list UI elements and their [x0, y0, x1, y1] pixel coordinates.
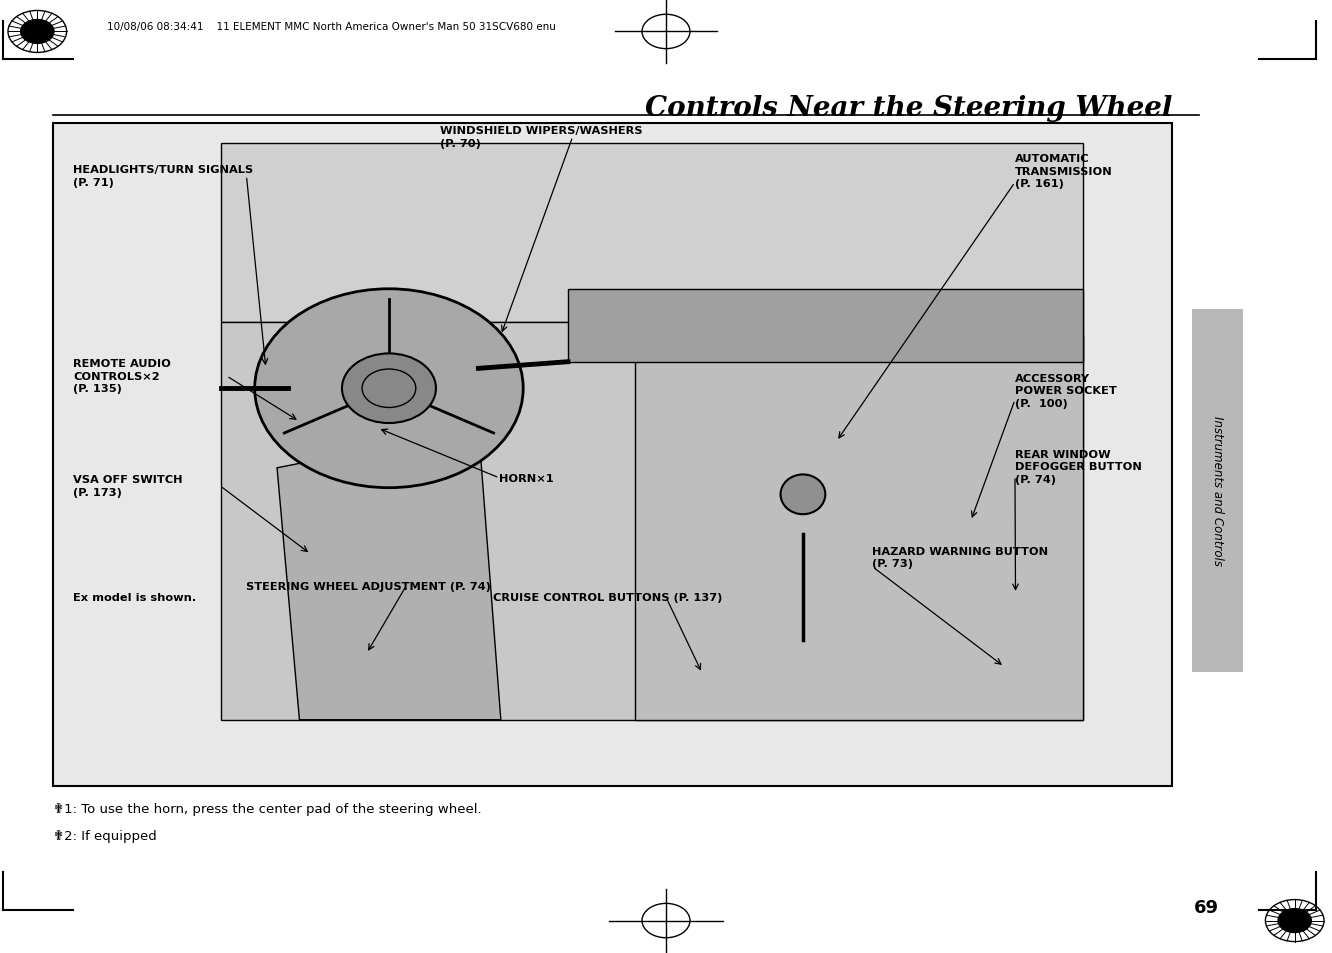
Circle shape — [1277, 909, 1311, 932]
Text: ✟2: If equipped: ✟2: If equipped — [53, 829, 157, 842]
Text: ✟1: To use the horn, press the center pad of the steering wheel.: ✟1: To use the horn, press the center pa… — [53, 802, 482, 816]
Polygon shape — [221, 322, 1083, 720]
Text: ACCESSORY
POWER SOCKET
(P.  100): ACCESSORY POWER SOCKET (P. 100) — [1015, 374, 1116, 408]
Text: CRUISE CONTROL BUTTONS (P. 137): CRUISE CONTROL BUTTONS (P. 137) — [493, 593, 722, 602]
Text: Ex model is shown.: Ex model is shown. — [73, 593, 197, 602]
FancyBboxPatch shape — [53, 124, 1172, 786]
Text: HORN×1: HORN×1 — [500, 474, 554, 483]
Text: HAZARD WARNING BUTTON
(P. 73): HAZARD WARNING BUTTON (P. 73) — [872, 546, 1048, 569]
Text: REMOTE AUDIO
CONTROLS×2
(P. 135): REMOTE AUDIO CONTROLS×2 (P. 135) — [73, 359, 170, 394]
Text: WINDSHIELD WIPERS/WASHERS
(P. 70): WINDSHIELD WIPERS/WASHERS (P. 70) — [440, 126, 642, 149]
Polygon shape — [277, 429, 501, 720]
Ellipse shape — [781, 475, 826, 515]
Ellipse shape — [342, 355, 436, 423]
Ellipse shape — [254, 290, 523, 488]
Text: STEERING WHEEL ADJUSTMENT (P. 74): STEERING WHEEL ADJUSTMENT (P. 74) — [246, 581, 492, 591]
Polygon shape — [567, 290, 1083, 362]
Text: Controls Near the Steering Wheel: Controls Near the Steering Wheel — [645, 95, 1172, 122]
Text: Instruments and Controls: Instruments and Controls — [1211, 416, 1224, 566]
Text: 69: 69 — [1193, 899, 1219, 916]
FancyBboxPatch shape — [1192, 310, 1243, 672]
Text: VSA OFF SWITCH
(P. 173): VSA OFF SWITCH (P. 173) — [73, 475, 182, 497]
Text: 10/08/06 08:34:41    11 ELEMENT MMC North America Owner's Man 50 31SCV680 enu: 10/08/06 08:34:41 11 ELEMENT MMC North A… — [107, 22, 555, 31]
Polygon shape — [635, 335, 1083, 720]
Text: REAR WINDOW
DEFOGGER BUTTON
(P. 74): REAR WINDOW DEFOGGER BUTTON (P. 74) — [1015, 450, 1142, 484]
Polygon shape — [221, 144, 1083, 322]
Text: HEADLIGHTS/TURN SIGNALS
(P. 71): HEADLIGHTS/TURN SIGNALS (P. 71) — [73, 165, 253, 188]
Text: AUTOMATIC
TRANSMISSION
(P. 161): AUTOMATIC TRANSMISSION (P. 161) — [1015, 154, 1112, 189]
Circle shape — [20, 21, 53, 45]
